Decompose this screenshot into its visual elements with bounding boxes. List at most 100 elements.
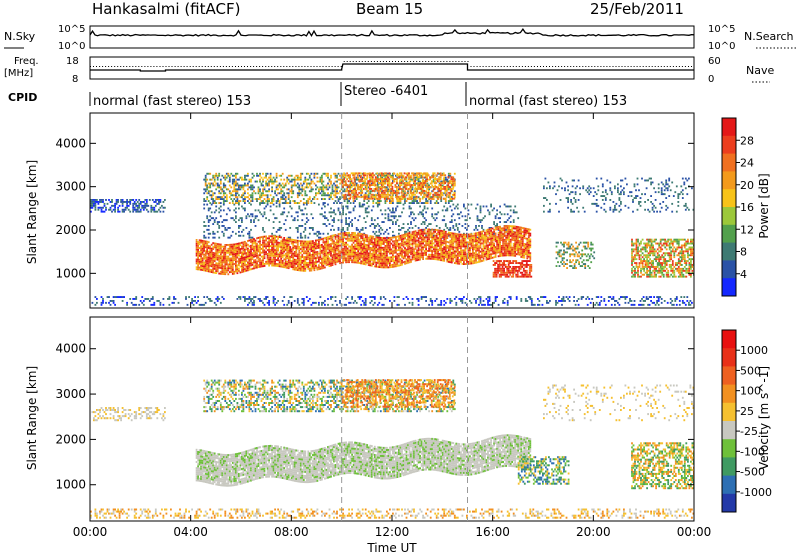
scatter-cell bbox=[219, 263, 222, 265]
scatter-cell bbox=[493, 223, 495, 225]
scatter-cell bbox=[438, 172, 441, 175]
scatter-cell bbox=[296, 230, 299, 233]
scatter-cell bbox=[289, 205, 292, 208]
scatter-cell bbox=[431, 244, 434, 247]
scatter-cell bbox=[432, 248, 435, 251]
scatter-cell bbox=[401, 178, 403, 181]
scatter-cell bbox=[216, 198, 219, 200]
scatter-cell bbox=[257, 236, 260, 239]
scatter-cell bbox=[132, 202, 135, 205]
scatter-cell bbox=[281, 260, 284, 262]
scatter-cell bbox=[121, 201, 124, 203]
scatter-cell bbox=[197, 248, 199, 251]
scatter-cell bbox=[356, 172, 359, 175]
scatter-cell bbox=[450, 178, 453, 181]
scatter-cell bbox=[212, 257, 215, 260]
scatter-cell bbox=[287, 174, 290, 177]
scatter-cell bbox=[206, 186, 209, 189]
scatter-cell bbox=[225, 176, 228, 179]
scatter-cell bbox=[349, 255, 352, 258]
scatter-cell bbox=[379, 256, 382, 259]
scatter-cell bbox=[266, 196, 269, 199]
scatter-cell bbox=[198, 254, 201, 257]
scatter-cell bbox=[376, 217, 379, 220]
scatter-cell bbox=[209, 245, 212, 248]
scatter-cell bbox=[254, 249, 257, 252]
scatter-cell bbox=[349, 237, 352, 240]
scatter-cell bbox=[241, 176, 243, 179]
scatter-cell bbox=[269, 205, 272, 208]
scatter-cell bbox=[301, 225, 304, 227]
scatter-cell bbox=[325, 236, 328, 239]
nave-label: Nave bbox=[746, 64, 774, 77]
scatter-cell bbox=[296, 261, 299, 264]
scatter-cell bbox=[319, 192, 322, 195]
scatter-cell bbox=[405, 252, 408, 255]
scatter-cell bbox=[408, 245, 411, 248]
scatter-cell bbox=[301, 259, 304, 262]
scatter-cell bbox=[364, 263, 367, 266]
scatter-cell bbox=[103, 210, 106, 213]
scatter-cell bbox=[358, 242, 361, 245]
scatter-cell bbox=[423, 184, 425, 186]
scatter-cell bbox=[390, 238, 393, 241]
scatter-cell bbox=[254, 241, 257, 244]
scatter-cell bbox=[293, 180, 296, 183]
scatter-cell bbox=[325, 184, 328, 187]
scatter-cell bbox=[425, 178, 427, 181]
scatter-cell bbox=[224, 192, 227, 195]
scatter-cell bbox=[280, 174, 283, 177]
scatter-cell bbox=[93, 202, 95, 205]
scatter-cell bbox=[407, 238, 409, 241]
scatter-cell bbox=[299, 178, 302, 181]
scatter-cell bbox=[158, 199, 160, 201]
scatter-cell bbox=[408, 196, 411, 199]
scatter-cell bbox=[393, 244, 396, 246]
scatter-cell bbox=[362, 174, 365, 177]
scatter-cell bbox=[352, 197, 354, 200]
scatter-cell bbox=[361, 186, 364, 188]
nave-point bbox=[301, 66, 303, 67]
scatter-cell bbox=[94, 199, 97, 201]
scatter-cell bbox=[247, 213, 249, 216]
scatter-cell bbox=[404, 230, 406, 233]
scatter-cell bbox=[399, 254, 402, 257]
scatter-cell bbox=[428, 244, 430, 246]
scatter-cell bbox=[102, 210, 104, 213]
scatter-cell bbox=[359, 191, 362, 194]
scatter-cell bbox=[253, 265, 255, 268]
scatter-cell bbox=[248, 249, 251, 252]
scatter-cell bbox=[231, 230, 234, 233]
scatter-cell bbox=[386, 200, 388, 202]
scatter-cell bbox=[257, 258, 260, 261]
scatter-cell bbox=[460, 211, 462, 214]
scatter-cell bbox=[257, 240, 260, 243]
scatter-cell bbox=[444, 191, 447, 194]
scatter-cell bbox=[251, 254, 254, 257]
scatter-cell bbox=[281, 238, 284, 241]
scatter-cell bbox=[437, 186, 440, 189]
scatter-cell bbox=[228, 192, 231, 195]
scatter-cell bbox=[305, 258, 308, 261]
scatter-cell bbox=[228, 267, 231, 270]
scatter-cell bbox=[407, 248, 409, 251]
scatter-cell bbox=[331, 234, 334, 237]
nave-point bbox=[491, 66, 493, 67]
scatter-cell bbox=[376, 197, 379, 200]
scatter-cell bbox=[248, 186, 251, 189]
scatter-cell bbox=[227, 174, 230, 177]
scatter-cell bbox=[256, 264, 258, 267]
scatter-cell bbox=[361, 228, 364, 231]
scatter-cell bbox=[334, 180, 337, 183]
scatter-cell bbox=[354, 234, 356, 236]
nave-point bbox=[316, 66, 318, 67]
scatter-cell bbox=[402, 249, 405, 252]
scatter-cell bbox=[228, 180, 231, 183]
scatter-cell bbox=[262, 235, 264, 238]
scatter-cell bbox=[256, 245, 258, 247]
scatter-cell bbox=[212, 236, 215, 239]
scatter-cell bbox=[414, 217, 417, 220]
scatter-cell bbox=[350, 178, 353, 181]
scatter-cell bbox=[414, 247, 417, 250]
scatter-cell bbox=[239, 200, 242, 202]
